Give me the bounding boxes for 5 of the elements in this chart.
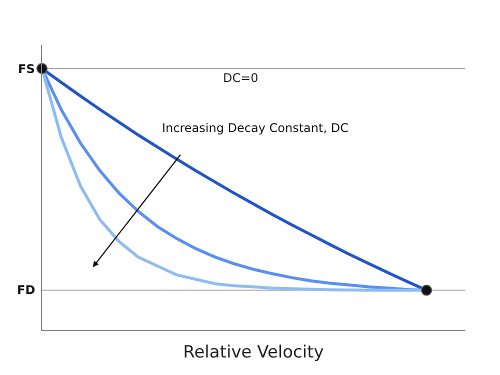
annotation: DC=0 [223, 71, 258, 85]
ref-line-label: FD [17, 283, 36, 297]
annotation: Increasing Decay Constant, DC [162, 121, 348, 135]
x-axis-title: Relative Velocity [183, 342, 324, 362]
ref-line-label: FS [18, 62, 35, 76]
